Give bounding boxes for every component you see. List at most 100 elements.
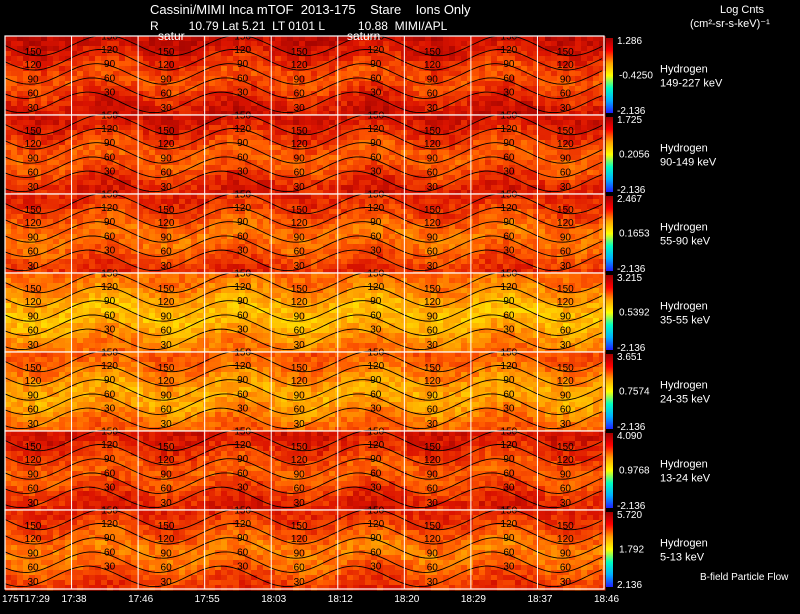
heatmap-cell [5, 51, 12, 57]
heatmap-cell [551, 249, 558, 255]
heatmap-cell [227, 204, 234, 210]
heatmap-cell [473, 106, 480, 112]
contour-label: 60 [503, 152, 515, 163]
heatmap-cell [389, 175, 396, 181]
heatmap-cell [119, 61, 126, 67]
contour-label: 90 [104, 138, 116, 149]
heatmap-cell [545, 229, 552, 235]
heatmap-cell [515, 165, 522, 171]
heatmap-cell [521, 96, 528, 102]
heatmap-cell [41, 219, 48, 225]
heatmap-cell [35, 120, 42, 126]
contour-label: 60 [161, 168, 173, 179]
heatmap-cell [191, 56, 198, 62]
heatmap-cell [467, 96, 474, 102]
heatmap-cell [125, 76, 132, 82]
heatmap-cell [89, 259, 96, 265]
heatmap-cell [395, 61, 402, 67]
contour-label: 30 [104, 246, 116, 257]
heatmap-cell [341, 81, 348, 87]
heatmap-cell [53, 91, 60, 97]
heatmap-cell [5, 145, 12, 151]
heatmap-cell [65, 234, 72, 240]
heatmap-cell [389, 81, 396, 87]
heatmap-cell [257, 264, 264, 270]
contour-label: 120 [557, 60, 574, 71]
heatmap-cell [551, 91, 558, 97]
heatmap-cell [125, 204, 132, 210]
heatmap-cell [239, 180, 246, 186]
heatmap-cell [449, 135, 456, 141]
heatmap-cell [527, 224, 534, 230]
heatmap-cell [131, 81, 138, 87]
heatmap-cell [287, 185, 294, 191]
heatmap-cell [353, 180, 360, 186]
heatmap-cell [359, 199, 366, 205]
heatmap-cell [89, 264, 96, 270]
contour-label: 90 [27, 74, 39, 85]
heatmap-cell [485, 259, 492, 265]
heatmap-cell [197, 185, 204, 191]
heatmap-cell [365, 180, 372, 186]
heatmap-cell [281, 106, 288, 112]
heatmap-cell [47, 160, 54, 166]
contour-label: 150 [367, 110, 384, 121]
heatmap-cell [515, 150, 522, 156]
heatmap-cell [407, 71, 414, 77]
heatmap-cell [185, 125, 192, 131]
heatmap-cell [47, 36, 54, 42]
heatmap-cell [65, 180, 72, 186]
heatmap-cell [143, 130, 150, 136]
contour-label: 150 [158, 47, 175, 58]
heatmap-cell [215, 229, 222, 235]
heatmap-cell [479, 96, 486, 102]
heatmap-cell [479, 81, 486, 87]
heatmap-cell [125, 46, 132, 52]
panel-species-label: Hydrogen [660, 143, 708, 155]
heatmap-cell [47, 175, 54, 181]
heatmap-cell [311, 254, 318, 260]
heatmap-cell [41, 140, 48, 146]
heatmap-cell [593, 51, 600, 57]
heatmap-cell [251, 249, 258, 255]
heatmap-cell [419, 76, 426, 82]
heatmap-cell [197, 41, 204, 47]
heatmap-cell [17, 219, 24, 225]
heatmap-cell [575, 41, 582, 47]
heatmap-cell [119, 219, 126, 225]
heatmap-cell [281, 249, 288, 255]
heatmap-cell [479, 244, 486, 250]
heatmap-cell [131, 219, 138, 225]
heatmap-cell [95, 96, 102, 102]
heatmap-cell [221, 185, 228, 191]
heatmap-cell [545, 185, 552, 191]
heatmap-cell [287, 76, 294, 82]
heatmap-cell [5, 259, 12, 265]
heatmap-cell [575, 120, 582, 126]
heatmap-cell [149, 91, 156, 97]
heatmap-cell [275, 209, 282, 215]
heatmap-cell [293, 36, 300, 42]
heatmap-cell [17, 244, 24, 250]
heatmap-cell [329, 180, 336, 186]
heatmap-cell [521, 264, 528, 270]
heatmap-cell [269, 244, 276, 250]
panel-energy-label: 149-227 keV [660, 78, 723, 90]
heatmap-cell [131, 244, 138, 250]
heatmap-cell [215, 41, 222, 47]
heatmap-cell [257, 91, 264, 97]
heatmap-cell [545, 71, 552, 77]
heatmap-cell [449, 175, 456, 181]
heatmap-cell [359, 165, 366, 171]
heatmap-cell [197, 115, 204, 121]
heatmap-cell [215, 46, 222, 52]
heatmap-cell [131, 180, 138, 186]
heatmap-cell [587, 199, 594, 205]
heatmap-cell [281, 264, 288, 270]
heatmap-cell [143, 165, 150, 171]
heatmap-cell [551, 155, 558, 161]
heatmap-cell [197, 106, 204, 112]
heatmap-cell [221, 96, 228, 102]
heatmap-cell [203, 175, 210, 181]
heatmap-cell [11, 86, 18, 92]
